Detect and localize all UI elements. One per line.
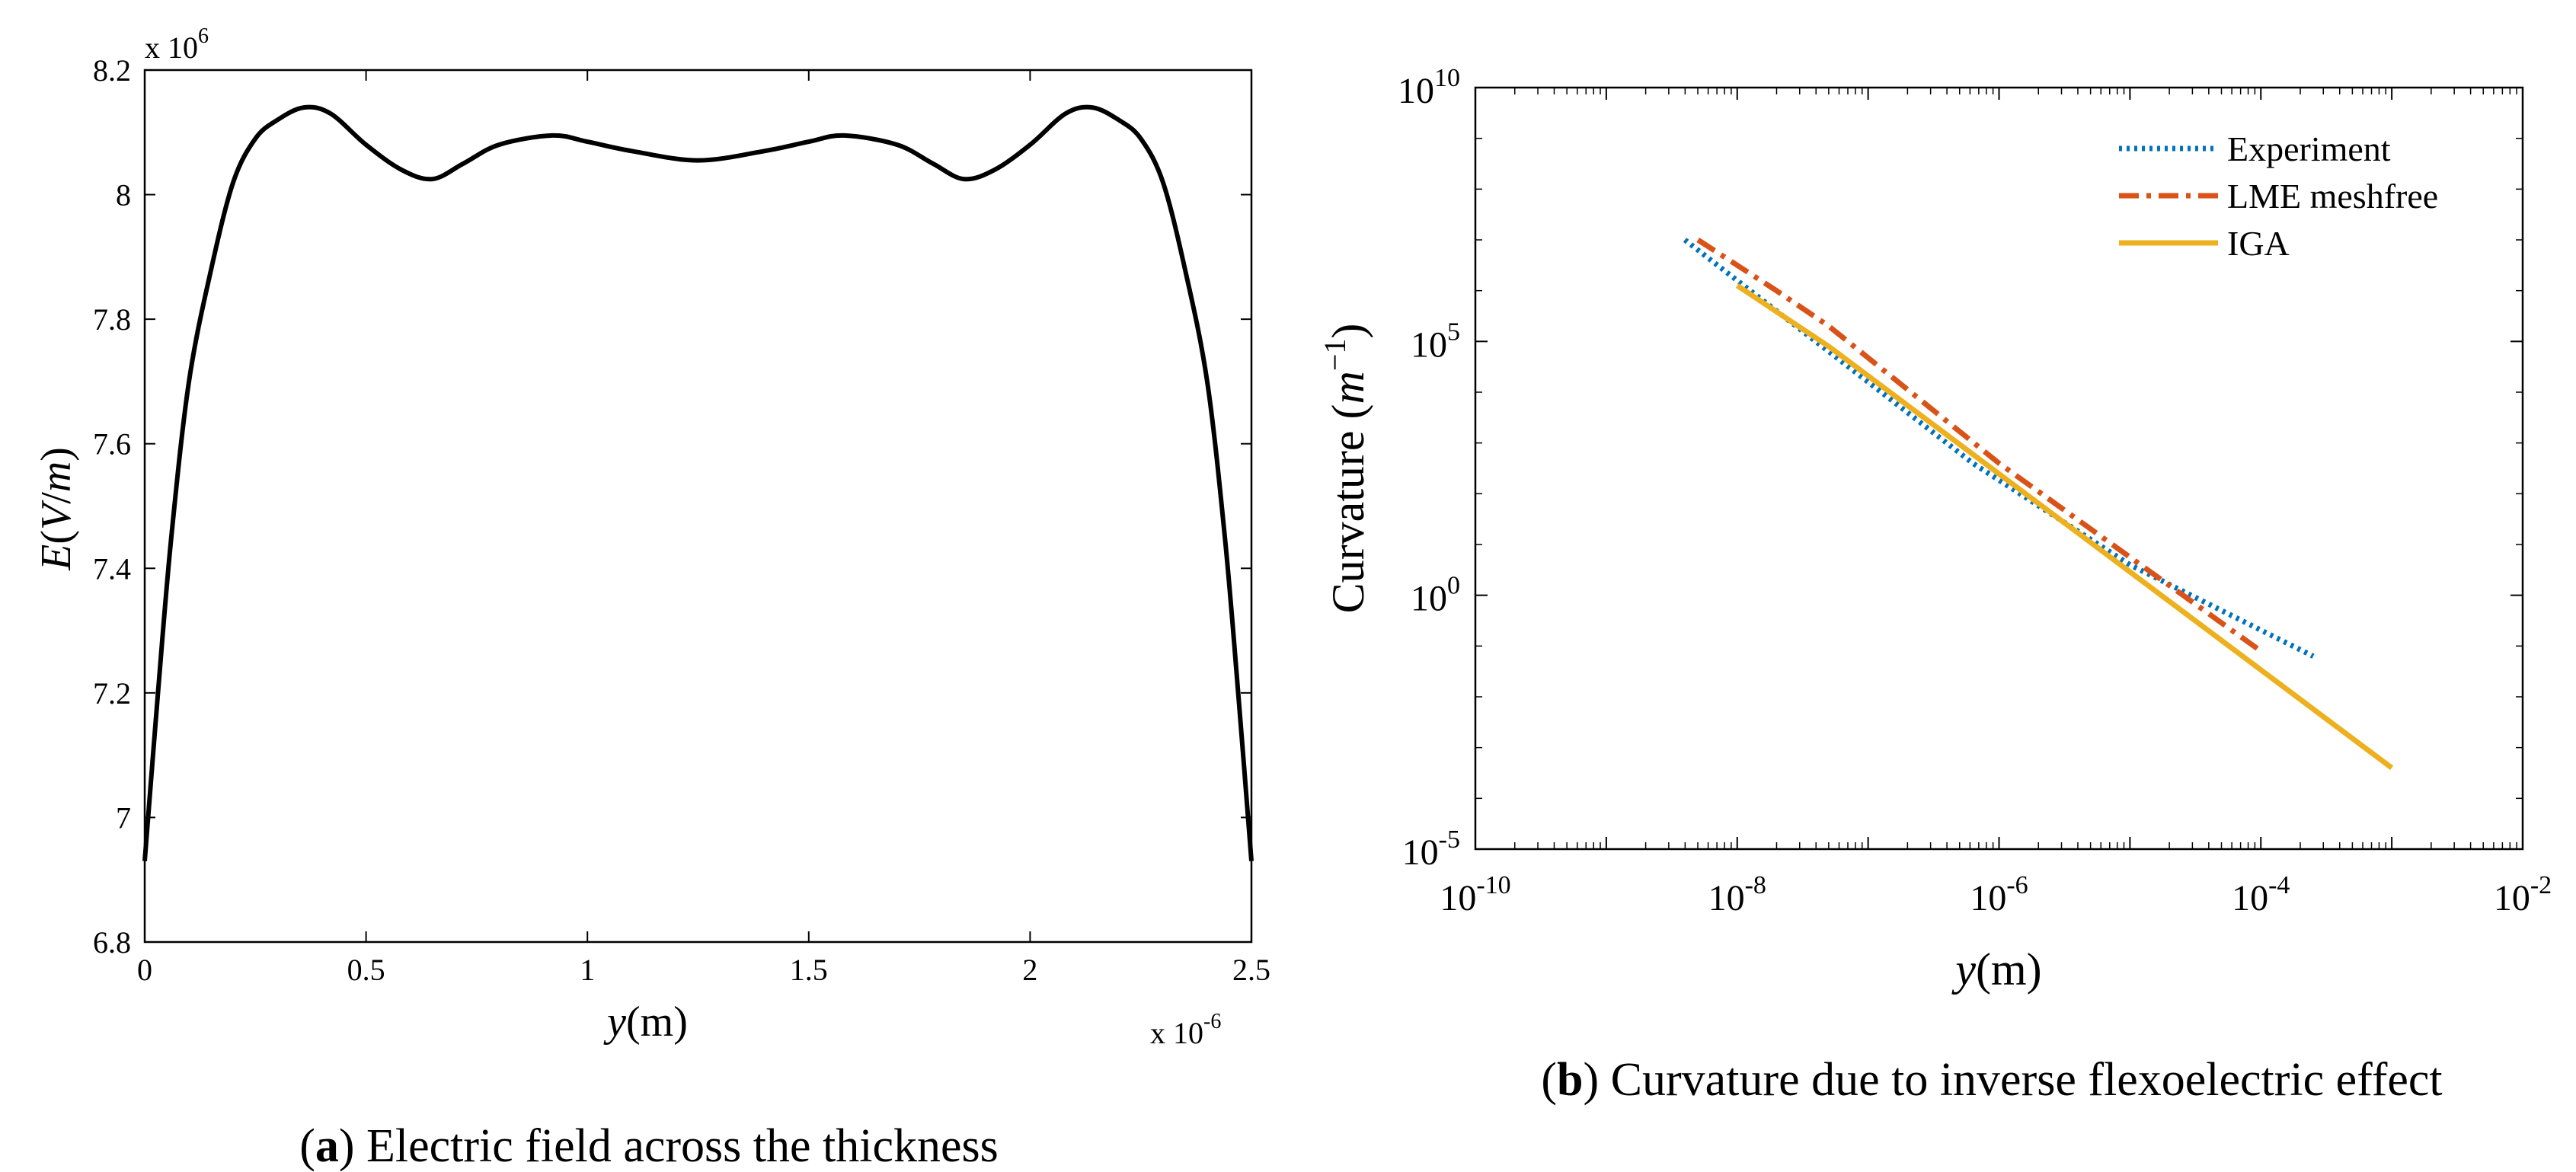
panel-b-y-tick-label: 100	[1411, 572, 1460, 619]
panel-a-plot-area	[143, 69, 1253, 944]
panel-b-y-tick-label: 1010	[1398, 64, 1460, 111]
panel-a-y-tick-labels: 6.8 7 7.2 7.4 7.6 7.8 8 8.2	[93, 53, 131, 960]
panel-a-x-tick-label: 2.5	[1232, 953, 1270, 987]
panel-b-x-tick-label: 10-10	[1440, 871, 1510, 918]
panel-b-y-axis-label: Curvature (m−1)	[1318, 324, 1373, 614]
panel-a-y-tick-label: 7.6	[93, 427, 131, 461]
panel-a-series-line	[142, 104, 1254, 861]
panel-b-x-tick-label: 10-6	[1970, 871, 2028, 918]
panel-b-series	[1683, 238, 2394, 771]
panel-a-x-multiplier: x 10-6	[1150, 1010, 1221, 1050]
panel-a-y-multiplier: x 106	[145, 24, 209, 65]
panel-b-y-tick-labels: 10-5 100 105 1010	[1398, 64, 1460, 873]
panel-a-x-tick-labels: 0 0.5 1 1.5 2 2.5	[137, 953, 1270, 987]
panel-a-y-tick-label: 7.4	[93, 551, 131, 586]
panel-b-series-lme-meshfree	[1696, 238, 2263, 653]
panel-a-series	[142, 104, 1254, 861]
panel-a-ticks	[144, 69, 1252, 943]
panel-b-ticks	[1475, 87, 2523, 850]
panel-b-caption: (b) Curvature due to inverse flexoelectr…	[1541, 1054, 2442, 1106]
panel-b-x-tick-label: 10-4	[2232, 871, 2290, 918]
panel-a-x-axis-label: y(m)	[603, 998, 688, 1046]
panel-a-y-tick-label: 8	[116, 178, 131, 212]
panel-a-y-tick-label: 7.8	[93, 302, 131, 337]
panel-a-y-tick-label: 7	[116, 800, 131, 835]
panel-a-x-tick-label: 1	[580, 953, 595, 987]
panel-b-series-experiment	[1683, 238, 2315, 659]
panel-a-y-tick-label: 8.2	[93, 53, 131, 88]
panel-a-x-tick-label: 0	[137, 953, 152, 987]
panel-b-x-axis-label: y(m)	[1951, 944, 2041, 995]
panel-b-y-tick-label: 105	[1411, 318, 1460, 365]
panel-a-x-tick-label: 0.5	[347, 953, 385, 987]
panel-a-caption: (a) Electric field across the thickness	[299, 1120, 999, 1172]
panel-a-x-tick-label: 2	[1022, 953, 1037, 987]
panel-b-x-tick-label: 10-8	[1708, 871, 1766, 918]
panel-b-y-tick-label: 10-5	[1402, 826, 1460, 873]
panel-b-x-tick-labels: 10-10 10-8 10-6 10-4 10-2	[1440, 871, 2552, 918]
panel-b-legend-label: LME meshfree	[2227, 177, 2438, 216]
panel-b-legend-label: Experiment	[2227, 129, 2391, 168]
panel-a-y-axis-label: E(V/m)	[33, 447, 80, 571]
panel-a-electric-field: 0 0.5 1 1.5 2 2.5 6.877.27.47.67.888.2 x 106 …	[33, 24, 1270, 1172]
panel-b-series-iga	[1735, 283, 2394, 771]
panel-a-y-tick-label: 6.8	[93, 925, 131, 960]
panel-b-x-tick-label: 10-2	[2494, 871, 2552, 918]
panel-a-y-tick-label: 7.2	[93, 676, 131, 711]
panel-a-x-tick-label: 1.5	[790, 953, 828, 987]
panel-b-curvature: 10-10 10-8 10-6 10-4 10-2 10-5 100 105 1010 Exp…	[1318, 64, 2552, 1106]
panel-b-legend: Experiment LME meshfree IGA	[2119, 129, 2438, 263]
panel-b-legend-label: IGA	[2227, 224, 2290, 263]
